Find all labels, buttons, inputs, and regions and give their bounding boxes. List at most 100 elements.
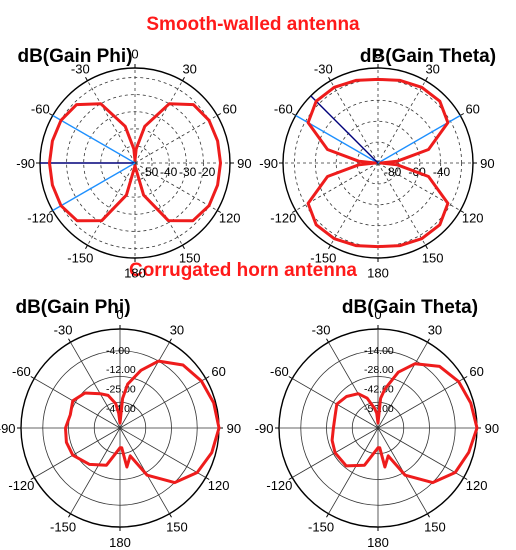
grid-spoke: [70, 342, 121, 429]
radiation-pattern-curve: [330, 362, 479, 485]
angle-label: 0: [374, 47, 381, 62]
angle-label: 60: [469, 364, 483, 379]
radiation-pattern-curve: [64, 359, 221, 485]
angle-tick: [217, 210, 221, 213]
radiation-pattern-curve: [48, 102, 222, 223]
angle-label: 0: [116, 307, 123, 322]
angle-tick: [182, 245, 185, 249]
grid-spoke: [377, 378, 464, 429]
grid-spoke: [119, 342, 170, 429]
grid-ring: [100, 128, 170, 198]
grid-spoke: [330, 162, 379, 246]
grid-ring: [117, 145, 153, 181]
angle-tick: [169, 338, 172, 343]
angle-label: 150: [179, 251, 201, 266]
radiation-pattern-curve: [306, 77, 450, 249]
angle-tick: [68, 513, 71, 518]
angle-label: 60: [465, 101, 479, 116]
radial-tick-label: -12.00: [106, 364, 136, 376]
grid-spoke: [377, 162, 426, 246]
angle-label: 30: [428, 322, 442, 337]
angle-label: -150: [67, 251, 93, 266]
angle-tick: [427, 338, 430, 343]
angle-label: 60: [222, 101, 236, 116]
angle-label: -120: [27, 211, 53, 226]
angle-label: -30: [312, 322, 331, 337]
angle-tick: [460, 210, 464, 213]
angle-label: 90: [485, 421, 499, 436]
angle-label: 120: [462, 211, 484, 226]
angle-label: -90: [16, 156, 35, 171]
angle-tick: [217, 113, 221, 116]
grid-ring: [293, 79, 462, 247]
angle-label: 0: [374, 307, 381, 322]
angle-tick: [169, 513, 172, 518]
grid-spoke: [377, 80, 426, 164]
marker-line: [52, 114, 136, 164]
radial-tick-label: -50: [141, 165, 159, 179]
grid-spoke: [328, 427, 379, 514]
polar-plot-smooth-theta: dB(Gain Theta)0 30 60 90 120 150 180 -150 -120 -9…: [259, 46, 496, 280]
angle-tick: [205, 376, 210, 379]
angle-tick: [427, 513, 430, 518]
angle-label: 90: [227, 421, 241, 436]
angle-tick: [326, 338, 329, 343]
grid-spoke: [292, 378, 379, 429]
plot-title: dB(Gain Theta): [360, 46, 496, 67]
angle-label: -90: [0, 421, 16, 436]
smooth-walled-heading: Smooth-walled antenna: [146, 14, 360, 35]
angle-label: 150: [422, 251, 444, 266]
angle-label: 120: [466, 478, 488, 493]
grid-spoke: [328, 342, 379, 429]
grid-spoke: [70, 427, 121, 514]
grid-spoke: [119, 378, 206, 429]
angle-label: -30: [71, 61, 90, 76]
angle-tick: [463, 376, 468, 379]
angle-label: 180: [367, 535, 389, 550]
radial-tick-label: -30: [179, 165, 197, 179]
angle-tick: [205, 477, 210, 480]
grid-spoke: [87, 80, 136, 164]
radial-tick-label: -14.00: [364, 345, 394, 357]
plot-title: dB(Gain Phi): [15, 297, 130, 318]
angle-tick: [68, 338, 71, 343]
plot-title: dB(Gain Phi): [17, 46, 132, 67]
angle-label: 90: [480, 156, 494, 171]
angle-label: 30: [170, 322, 184, 337]
radial-tick-label: -20: [198, 165, 216, 179]
angle-label: 0: [131, 47, 138, 62]
radial-tick-label: -40: [433, 165, 451, 179]
angle-tick: [49, 210, 53, 213]
grid-spoke: [119, 427, 206, 478]
angle-label: -60: [31, 101, 50, 116]
grid-spoke: [330, 80, 379, 164]
angle-label: -150: [310, 251, 336, 266]
angle-tick: [292, 113, 296, 116]
angle-label: 150: [424, 520, 446, 535]
grid-spoke: [134, 162, 183, 246]
corrugated-horn-heading: Corrugated horn antenna: [129, 260, 357, 281]
angle-label: -90: [255, 421, 274, 436]
angle-label: 120: [208, 478, 230, 493]
grid-spoke: [34, 378, 121, 429]
angle-tick: [182, 77, 185, 81]
grid-ring: [335, 120, 421, 206]
grid-spoke: [34, 427, 121, 478]
angle-tick: [326, 513, 329, 518]
grid-spoke: [377, 427, 464, 478]
angle-tick: [425, 77, 428, 81]
radial-tick-label: -80: [384, 165, 402, 179]
angle-tick: [460, 113, 464, 116]
angle-label: -90: [259, 156, 278, 171]
angle-label: -60: [270, 364, 289, 379]
angle-label: -120: [8, 478, 34, 493]
radial-tick-label: -40: [160, 165, 178, 179]
angle-tick: [463, 477, 468, 480]
angle-tick: [328, 77, 331, 81]
angle-label: -150: [308, 520, 334, 535]
grid-spoke: [134, 162, 218, 211]
angle-tick: [292, 210, 296, 213]
grid-spoke: [377, 342, 428, 429]
angle-label: -60: [274, 101, 293, 116]
